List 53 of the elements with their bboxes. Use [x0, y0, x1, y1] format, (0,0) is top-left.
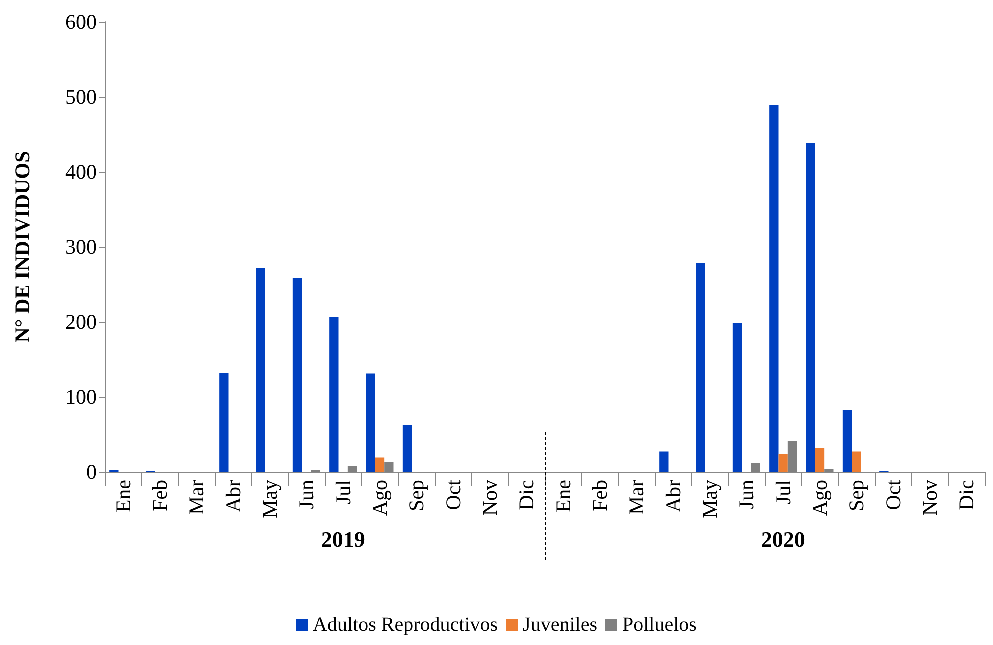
- x-tick-label: Oct: [881, 480, 906, 510]
- bar: [375, 458, 385, 472]
- x-tick-label: Jun: [734, 480, 759, 510]
- x-tick-label: Ago: [808, 480, 832, 516]
- x-tick-label: Mar: [624, 480, 649, 515]
- x-tick-label: Dic: [954, 480, 979, 510]
- bar: [842, 410, 852, 472]
- y-tick-label: 200: [66, 310, 97, 334]
- x-tick-label: Abr: [661, 480, 686, 513]
- bar: [402, 426, 412, 472]
- x-tick-label: Oct: [441, 480, 466, 510]
- y-tick-label: 400: [66, 160, 97, 184]
- bar: [778, 454, 788, 472]
- x-tick-label: Nov: [918, 480, 942, 516]
- x-tick-label: Ene: [111, 480, 136, 513]
- x-tick-label: Nov: [478, 480, 502, 516]
- x-tick-label: Dic: [514, 480, 539, 510]
- bar: [696, 264, 706, 472]
- bar: [806, 144, 816, 472]
- bar: [732, 324, 742, 472]
- x-tick-label: Sep: [404, 480, 429, 512]
- text: 2019: [321, 527, 366, 553]
- bar: [366, 374, 376, 472]
- x-tick-label: May: [698, 480, 722, 518]
- legend-label: Polluelos: [622, 614, 698, 636]
- x-tick-label: Ago: [368, 480, 392, 516]
- x-tick-label: Jul: [771, 480, 796, 505]
- y-axis-title: N° DE INDIVIDUOS: [10, 151, 34, 343]
- bar: [292, 278, 302, 472]
- bar: [220, 373, 229, 472]
- bar: [256, 268, 266, 472]
- x-tick-label: Feb: [148, 480, 172, 512]
- x-tick-label: Mar: [184, 480, 209, 515]
- x-tick-label: Abr: [221, 480, 246, 513]
- y-tick-label: 300: [66, 235, 97, 259]
- bar: [770, 105, 779, 472]
- x-tick-label: Jul: [331, 480, 356, 505]
- y-tick-label: 100: [66, 385, 97, 409]
- bar: [660, 452, 669, 472]
- x-tick-label: Sep: [844, 480, 869, 512]
- y-tick-label: 0: [86, 460, 97, 484]
- y-tick-label: 500: [66, 85, 97, 109]
- x-tick-label: May: [258, 480, 282, 518]
- bar: [815, 448, 825, 472]
- legend-label: Adultos Reproductivos: [313, 614, 498, 636]
- bar: [330, 318, 339, 472]
- x-tick-label: Jun: [294, 480, 319, 510]
- bar: [852, 452, 862, 472]
- legend-label: Juveniles: [523, 614, 598, 636]
- text: 2020: [761, 527, 806, 553]
- x-tick-label: Feb: [588, 480, 612, 512]
- y-tick-label: 600: [66, 10, 97, 34]
- x-tick-label: Ene: [551, 480, 576, 513]
